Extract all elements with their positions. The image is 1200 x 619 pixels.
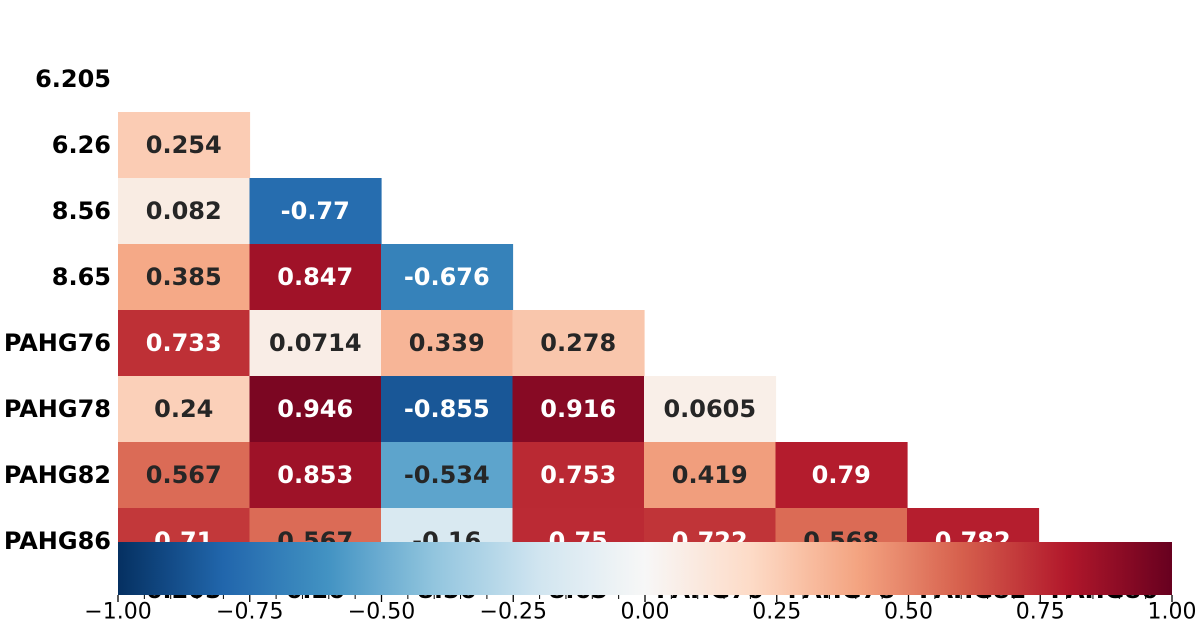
heatmap-cells: 0.254 0.082 -0.77 0.385 0.847 -0.676 0.733 0.07…	[118, 112, 1040, 575]
heatmap-cell-6-2	[381, 442, 514, 509]
colorbar-ticks: −1.00 −0.75 −0.50 −0.25 0.00 0.25 0.50 0.75 1.00	[84, 595, 1196, 619]
row-labels: 6.205 6.26 8.56 8.65 PAHG76 PAHG78 PAHG82 PAHG8…	[4, 65, 111, 555]
cell-value-label: 0.24	[154, 395, 213, 423]
cell-value-label: 0.79	[812, 461, 871, 489]
heatmap-cell-5-4	[644, 376, 777, 443]
cell-value-label: -0.77	[281, 197, 350, 225]
cell-value-label: 0.082	[146, 197, 222, 225]
heatmap-cell-5-0	[118, 376, 251, 443]
cell-value-label: -0.855	[404, 395, 490, 423]
cell-value-label: 0.339	[409, 329, 485, 357]
cell-value-label: 0.916	[540, 395, 616, 423]
colorbar-tick-label: 0.00	[621, 600, 670, 619]
cell-value-label: -0.676	[404, 263, 490, 291]
heatmap-cell-6-1	[249, 442, 382, 509]
heatmap-cell-4-1	[249, 310, 382, 377]
row-label: 6.205	[35, 65, 111, 93]
heatmap-cell-4-3	[512, 310, 645, 377]
heatmap-cell-5-3	[512, 376, 645, 443]
row-label: PAHG86	[4, 527, 111, 555]
row-label: 6.26	[52, 131, 111, 159]
cell-value-label: 0.419	[672, 461, 748, 489]
heatmap-cell-3-1	[249, 244, 382, 311]
row-label: PAHG76	[4, 329, 111, 357]
cell-value-label: 0.847	[277, 263, 353, 291]
colorbar-gradient	[118, 542, 1172, 595]
heatmap-cell-2-1	[249, 178, 382, 245]
heatmap-cell-6-0	[118, 442, 251, 509]
row-label: 8.65	[52, 263, 111, 291]
heatmap-cell-4-0	[118, 310, 251, 377]
colorbar-tick-label: −0.25	[480, 600, 547, 619]
heatmap-cell-4-2	[381, 310, 514, 377]
row-label: 8.56	[52, 197, 111, 225]
colorbar-tick-label: 0.25	[752, 600, 801, 619]
heatmap-cell-6-5	[775, 442, 908, 509]
colorbar-tick-label: 0.75	[1016, 600, 1065, 619]
colorbar-tick-label: 0.50	[884, 600, 933, 619]
cell-value-label: 0.753	[540, 461, 616, 489]
row-label: PAHG82	[4, 461, 111, 489]
heatmap-cell-2-0	[118, 178, 251, 245]
cell-value-label: 0.0714	[269, 329, 362, 357]
colorbar: −1.00 −0.75 −0.50 −0.25 0.00 0.25 0.50 0.75 1.00	[84, 542, 1196, 619]
row-label: PAHG78	[4, 395, 111, 423]
cell-value-label: 0.567	[146, 461, 222, 489]
heatmap-cell-6-3	[512, 442, 645, 509]
colorbar-tick-label: −1.00	[84, 600, 151, 619]
heatmap-cell-6-4	[644, 442, 777, 509]
cell-value-label: 0.385	[146, 263, 222, 291]
cell-value-label: -0.534	[404, 461, 490, 489]
cell-value-label: 0.0605	[663, 395, 756, 423]
colorbar-tick-label: 1.00	[1148, 600, 1197, 619]
cell-value-label: 0.278	[540, 329, 616, 357]
cell-value-label: 0.946	[277, 395, 353, 423]
heatmap-cell-5-2	[381, 376, 514, 443]
cell-value-label: 0.853	[277, 461, 353, 489]
colorbar-tick-label: −0.75	[216, 600, 283, 619]
colorbar-tick-label: −0.50	[348, 600, 415, 619]
heatmap-cell-5-1	[249, 376, 382, 443]
cell-value-label: 0.254	[146, 131, 222, 159]
cell-value-label: 0.733	[146, 329, 222, 357]
heatmap-cell-3-2	[381, 244, 514, 311]
heatmap-cell-1-0	[118, 112, 251, 179]
heatmap-cell-3-0	[118, 244, 251, 311]
